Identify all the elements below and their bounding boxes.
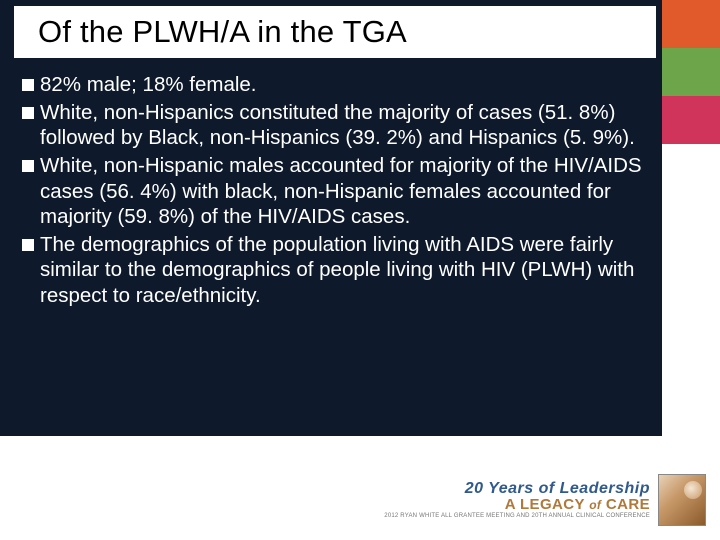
slide-title: Of the PLWH/A in the TGA (38, 14, 407, 50)
slide: Of the PLWH/A in the TGA 82% male; 18% f… (0, 0, 720, 540)
footer-area: 20 Years of Leadership A LEGACY of CARE … (0, 436, 720, 540)
bullet-text: White, non-Hispanic males accounted for … (40, 153, 642, 230)
bullet-icon (22, 160, 34, 172)
accent-bar-1 (662, 48, 720, 96)
footer-line1: 20 Years of Leadership (384, 481, 650, 498)
list-item: White, non-Hispanics constituted the maj… (22, 100, 642, 151)
accent-bar-0 (662, 0, 720, 48)
bullet-icon (22, 239, 34, 251)
bullet-list: 82% male; 18% female. White, non-Hispani… (22, 72, 642, 311)
bullet-icon (22, 107, 34, 119)
accent-bar-3 (662, 144, 720, 436)
footer-line2-italic: of (589, 498, 601, 512)
bullet-text: 82% male; 18% female. (40, 72, 642, 98)
footer-logo: 20 Years of Leadership A LEGACY of CARE … (384, 474, 706, 526)
bullet-text: White, non-Hispanics constituted the maj… (40, 100, 642, 151)
frame-border-left (0, 0, 14, 58)
footer-line2: A LEGACY of CARE (384, 497, 650, 513)
accent-color-bars (662, 0, 720, 436)
footer-image-icon (658, 474, 706, 526)
list-item: 82% male; 18% female. (22, 72, 642, 98)
frame-border-top (0, 0, 662, 6)
accent-bar-2 (662, 96, 720, 144)
footer-line2-suffix: CARE (601, 496, 650, 513)
list-item: White, non-Hispanic males accounted for … (22, 153, 642, 230)
footer-line3: 2012 RYAN WHITE ALL GRANTEE MEETING AND … (384, 513, 650, 519)
footer-logo-text: 20 Years of Leadership A LEGACY of CARE … (384, 481, 650, 520)
list-item: The demographics of the population livin… (22, 232, 642, 309)
bullet-text: The demographics of the population livin… (40, 232, 642, 309)
footer-line2-prefix: A LEGACY (505, 496, 589, 513)
bullet-icon (22, 79, 34, 91)
